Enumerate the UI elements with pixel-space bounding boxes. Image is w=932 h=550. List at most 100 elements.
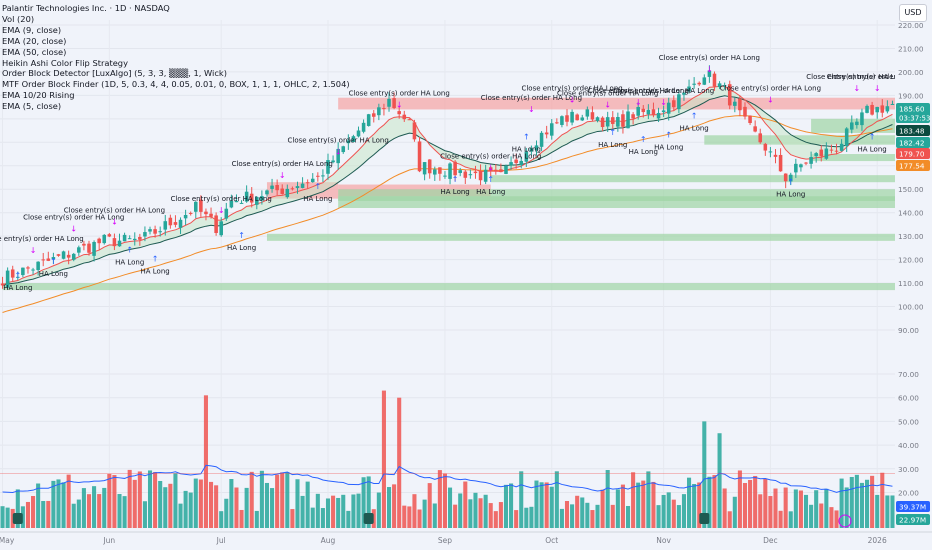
legend-ema5[interactable]: EMA (5, close)	[2, 101, 62, 112]
candle-body	[234, 200, 239, 203]
candle-body	[0, 283, 5, 286]
volume-bar	[392, 484, 397, 528]
alert-icon	[838, 514, 852, 528]
currency-button[interactable]: USD	[899, 4, 927, 22]
entry-signal-label: HA Long	[629, 148, 658, 156]
volume-bar	[875, 494, 880, 528]
legend-order-block-detector[interactable]: Order Block Detector [LuxAlgo] (5, 3, 3,…	[2, 68, 227, 79]
entry-arrow-icon: ↑	[50, 257, 57, 266]
exit-signal-label: Close entry(s) order HA Long	[288, 136, 389, 144]
candle-body	[794, 163, 798, 173]
volume-bar	[793, 489, 798, 528]
candle-body	[570, 111, 574, 123]
candle-body	[768, 151, 773, 153]
price-label: 185.60	[899, 105, 925, 114]
candle-body	[682, 92, 686, 95]
candle-body	[473, 171, 478, 174]
volume-bar	[687, 477, 692, 528]
volume-bar	[117, 494, 122, 528]
time-tick-label: Oct	[545, 536, 558, 545]
volume-bar	[534, 480, 539, 528]
entry-signal-label: HA Long	[115, 258, 144, 266]
candle-body	[127, 238, 132, 240]
volume-bar	[448, 487, 453, 528]
legend-symbol[interactable]: Palantir Technologies Inc. · 1D · NASDAQ	[2, 3, 170, 13]
candle-body	[97, 238, 101, 244]
earnings-marker-icon	[12, 513, 23, 524]
legend-mtf-order-block[interactable]: MTF Order Block Finder (1D, 5, 0.3, 4, 4…	[2, 79, 350, 90]
candle-body	[712, 73, 717, 87]
price-tick-label: 190.00	[898, 91, 924, 100]
legend-ema-rising[interactable]: EMA 10/20 Rising	[2, 90, 75, 101]
candle-body	[422, 162, 427, 175]
exit-signal-label: Close entry(s) order HA Long	[64, 207, 165, 215]
volume-bar	[381, 390, 386, 528]
candle-body	[534, 145, 539, 151]
candle-body	[753, 126, 757, 132]
volume-bar	[10, 508, 15, 528]
candle-body	[478, 171, 483, 181]
candle-body	[733, 101, 737, 106]
candle-body	[443, 175, 447, 177]
volume-bar	[188, 492, 193, 528]
candle-body	[249, 193, 254, 203]
candle-body	[173, 222, 178, 225]
volume-bar	[331, 495, 336, 528]
candle-body	[326, 160, 330, 174]
volume-bar	[697, 482, 702, 528]
price-label: 179.70	[899, 150, 925, 159]
candle-body	[168, 217, 173, 226]
volume-bar	[834, 510, 839, 528]
candle-body	[336, 148, 340, 164]
demand-zone	[266, 233, 895, 241]
volume-bar	[356, 493, 361, 528]
volume-bar	[493, 511, 498, 528]
candle-body	[163, 221, 168, 230]
candle-body	[717, 83, 722, 88]
volume-bar	[183, 490, 188, 528]
volume-bar	[249, 471, 254, 528]
legend-volume[interactable]: Vol (20)	[2, 13, 35, 24]
volume-bar	[31, 496, 36, 528]
legend-ema50[interactable]: EMA (50, close)	[2, 46, 67, 57]
price-label-box	[896, 125, 930, 136]
time-tick-label: Nov	[656, 536, 671, 545]
exit-signal-label: Close entry(s) order HA Long	[613, 87, 714, 95]
candle-body	[310, 178, 315, 183]
volume-bar	[692, 484, 697, 528]
candle-body	[331, 160, 335, 163]
candle-body	[361, 122, 366, 132]
volume-label-box	[896, 514, 930, 525]
candle-body	[366, 114, 371, 126]
volume-bar	[315, 493, 320, 528]
legend-ema20[interactable]: EMA (20, close)	[2, 35, 67, 46]
candle-body	[382, 108, 386, 110]
volume-bar	[259, 470, 264, 528]
candle-body	[621, 114, 625, 127]
volume-bar	[549, 486, 554, 528]
candle-body	[143, 232, 147, 237]
candle-body	[555, 122, 559, 124]
candle-body	[148, 229, 152, 232]
candle-body	[417, 141, 422, 172]
legend-ema9[interactable]: EMA (9, close)	[2, 24, 62, 35]
candle-body	[819, 149, 824, 157]
candle-body	[433, 169, 437, 175]
time-tick-label: Sep	[438, 536, 452, 545]
volume-bar	[178, 503, 183, 528]
candle-body	[799, 164, 803, 168]
exit-signal-label: Close entry(s) order HA Long	[171, 195, 272, 203]
volume-bar	[666, 492, 671, 528]
candle-body	[809, 157, 813, 164]
volume-bar	[163, 487, 168, 528]
legend-ha-strategy[interactable]: Heikin Ashi Color Flip Strategy	[2, 57, 128, 68]
entry-arrow-icon: ↑	[523, 133, 530, 142]
exit-arrow-icon: ↓	[279, 171, 286, 180]
entry-arrow-icon: ↑	[487, 175, 494, 184]
volume-bar	[97, 494, 102, 528]
candle-body	[138, 236, 142, 240]
candle-body	[260, 196, 264, 201]
exit-arrow-icon: ↓	[604, 100, 611, 109]
candle-body	[66, 254, 71, 258]
